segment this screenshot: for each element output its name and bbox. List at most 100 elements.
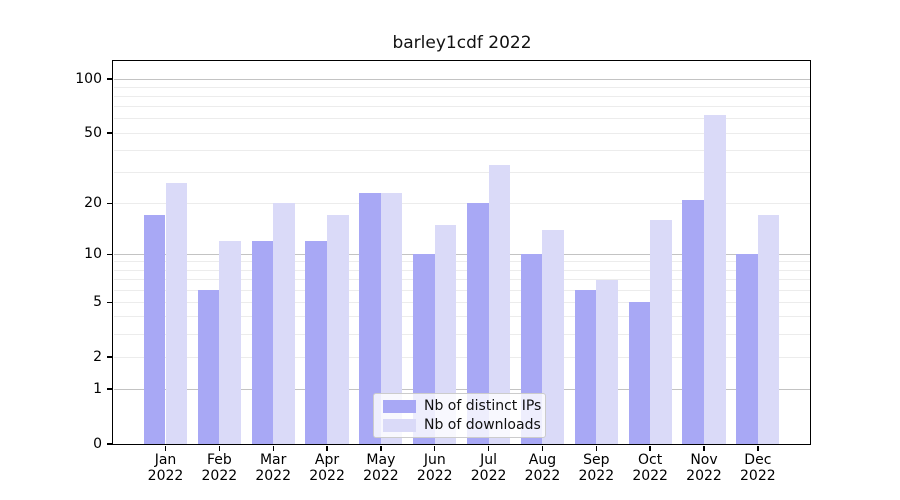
bar-nb-of-distinct-ips-jul [467, 203, 489, 444]
legend-swatch-nb-of-distinct-ips [383, 399, 416, 413]
x-tick-label-year: 2022 [740, 468, 776, 484]
x-tick-mark [218, 445, 221, 451]
x-tick-label-year: 2022 [524, 468, 561, 484]
x-tick-label-month: Dec [744, 452, 772, 468]
x-tick-label-month: Nov [690, 452, 718, 468]
major-gridline [114, 78, 810, 80]
bar-nb-of-downloads-sep [596, 279, 618, 444]
bar-nb-of-downloads-dec [757, 215, 780, 444]
x-tick-label-year: 2022 [578, 468, 615, 484]
x-tick-mark [272, 445, 274, 451]
x-tick-mark [326, 445, 328, 451]
minor-gridline [114, 279, 810, 281]
y-tick-mark [107, 301, 112, 304]
y-tick-mark [107, 132, 112, 134]
minor-gridline [114, 333, 810, 335]
x-tick-label-month: Mar [259, 452, 287, 468]
x-tick-label-month: Aug [528, 452, 557, 468]
x-tick-label-year: 2022 [416, 468, 453, 484]
x-tick-mark [703, 445, 705, 451]
bar-nb-of-downloads-jun [434, 224, 457, 444]
bar-nb-of-distinct-ips-sep [574, 290, 597, 444]
x-tick-label-month: May [366, 452, 396, 468]
minor-gridline [114, 202, 810, 204]
legend-entry-nb-of-downloads: Nb of downloads [383, 417, 541, 433]
x-tick-mark [164, 445, 167, 451]
bar-nb-of-distinct-ips-apr [305, 241, 328, 444]
major-gridline [114, 253, 810, 255]
legend-label: Nb of distinct IPs [424, 398, 542, 414]
bar-nb-of-downloads-nov [704, 115, 726, 444]
bar-nb-of-downloads-jul [488, 165, 511, 444]
legend-label: Nb of downloads [424, 417, 541, 433]
y-tick-label: 1 [93, 380, 102, 397]
y-tick-label: 5 [93, 293, 102, 310]
x-tick-label-year: 2022 [255, 468, 291, 484]
minor-gridline [114, 316, 810, 318]
x-tick-mark [757, 445, 759, 451]
x-tick-label-year: 2022 [201, 468, 238, 484]
bar-nb-of-downloads-apr [327, 215, 349, 444]
y-tick-label: 50 [84, 124, 102, 141]
chart-title: barley1cdf 2022 [392, 33, 532, 53]
y-tick-mark [107, 253, 112, 256]
y-tick-mark [107, 202, 112, 204]
bar-nb-of-downloads-feb [219, 241, 241, 444]
x-tick-label-year: 2022 [686, 468, 722, 484]
major-gridline [114, 388, 810, 390]
bar-nb-of-distinct-ips-jan [143, 215, 166, 444]
minor-gridline [114, 171, 810, 173]
y-tick-label: 20 [84, 194, 102, 211]
bar-nb-of-downloads-oct [650, 219, 672, 444]
y-tick-label: 2 [93, 348, 102, 365]
minor-gridline [114, 356, 810, 358]
minor-gridline [114, 289, 810, 291]
x-tick-label-year: 2022 [309, 468, 345, 484]
minor-gridline [114, 106, 810, 108]
y-tick-mark [107, 78, 112, 80]
bar-nb-of-downloads-jan [165, 183, 188, 444]
bar-nb-of-distinct-ips-oct [628, 302, 651, 444]
minor-gridline [114, 269, 810, 271]
legend: Nb of distinct IPs Nb of downloads [373, 393, 546, 438]
x-tick-label-year: 2022 [147, 468, 184, 484]
bar-nb-of-distinct-ips-nov [682, 199, 704, 444]
y-tick-mark [107, 443, 112, 445]
x-tick-label-year: 2022 [470, 468, 507, 484]
minor-gridline [114, 132, 810, 134]
x-tick-label-month: Jul [480, 452, 498, 468]
legend-swatch-nb-of-downloads [383, 418, 416, 432]
legend-entry-nb-of-distinct-ips: Nb of distinct IPs [383, 398, 541, 414]
bar-nb-of-distinct-ips-feb [197, 290, 220, 444]
x-tick-label-year: 2022 [363, 468, 399, 484]
minor-gridline [114, 261, 810, 263]
minor-gridline [114, 118, 810, 120]
x-tick-mark [380, 445, 382, 451]
bar-nb-of-downloads-mar [273, 203, 295, 444]
bar-nb-of-distinct-ips-may [359, 192, 381, 444]
y-tick-label: 100 [75, 70, 102, 87]
minor-gridline [114, 86, 810, 88]
x-tick-label-month: Oct [638, 452, 663, 468]
x-tick-label-month: Sep [583, 452, 610, 468]
x-tick-mark [541, 445, 544, 451]
bar-nb-of-distinct-ips-mar [251, 241, 274, 444]
x-tick-label-month: Apr [314, 452, 340, 468]
x-tick-mark [434, 445, 436, 451]
x-tick-mark [595, 445, 597, 451]
y-tick-mark [107, 388, 112, 390]
y-tick-mark [107, 356, 112, 358]
x-tick-label-month: Jun [423, 452, 446, 468]
x-tick-mark [487, 445, 490, 451]
x-tick-label-month: Feb [206, 452, 232, 468]
y-tick-label: 0 [93, 435, 102, 452]
minor-gridline [114, 96, 810, 98]
y-tick-label: 10 [84, 245, 102, 262]
bar-nb-of-distinct-ips-dec [736, 254, 758, 444]
minor-gridline [114, 149, 810, 151]
x-tick-label-year: 2022 [632, 468, 668, 484]
bar-nb-of-downloads-aug [542, 229, 565, 444]
x-tick-label-month: Jan [154, 452, 177, 468]
minor-gridline [114, 301, 810, 303]
